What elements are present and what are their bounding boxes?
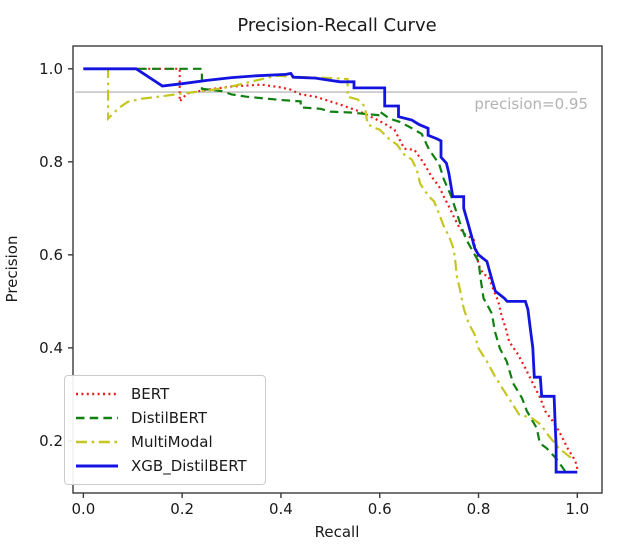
curve-DistilBERT (83, 67, 570, 475)
legend-item: MultiModal (75, 430, 255, 454)
x-tick-label: 0.4 (269, 500, 293, 518)
y-tick-label: 0.4 (39, 339, 63, 357)
y-axis-label: Precision (3, 236, 21, 303)
legend-line-sample-icon (76, 440, 118, 444)
x-tick-label: 1.0 (565, 500, 589, 518)
legend-label: DistilBERT (131, 409, 208, 427)
legend-item: BERT (75, 382, 255, 406)
legend-line-sample-icon (76, 464, 118, 468)
legend: BERT DistilBERT MultiModal XGB_DistilBER… (64, 375, 266, 485)
x-tick-label: 0.2 (170, 500, 194, 518)
curve-XGB_DistilBERT (83, 67, 578, 474)
threshold-annotation: precision=0.95 (474, 95, 588, 113)
x-axis-label: Recall (315, 523, 360, 541)
plot-area: 0.0 0.2 0.4 0.6 0.8 1.0 0.2 0.4 0.6 0.8 1.0 (39, 45, 603, 518)
legend-label: BERT (131, 385, 170, 403)
y-tick-label: 1.0 (39, 60, 63, 78)
legend-label: MultiModal (131, 433, 213, 451)
chart-title: Precision-Recall Curve (237, 15, 436, 36)
x-tick-label: 0.0 (71, 500, 95, 518)
legend-label: XGB_DistilBERT (131, 457, 247, 475)
curve-MultiModal (83, 67, 574, 460)
y-tick-label: 0.2 (39, 432, 63, 450)
legend-line-sample-icon (76, 392, 118, 396)
legend-item: XGB_DistilBERT (75, 454, 255, 478)
legend-line-sample-icon (76, 416, 118, 420)
y-tick-label: 0.8 (39, 153, 63, 171)
x-tick-label: 0.6 (368, 500, 392, 518)
legend-item: DistilBERT (75, 406, 255, 430)
x-tick-label: 0.8 (467, 500, 491, 518)
y-tick-label: 0.6 (39, 246, 63, 264)
axes-frame (72, 45, 603, 494)
curve-BERT (83, 67, 579, 470)
